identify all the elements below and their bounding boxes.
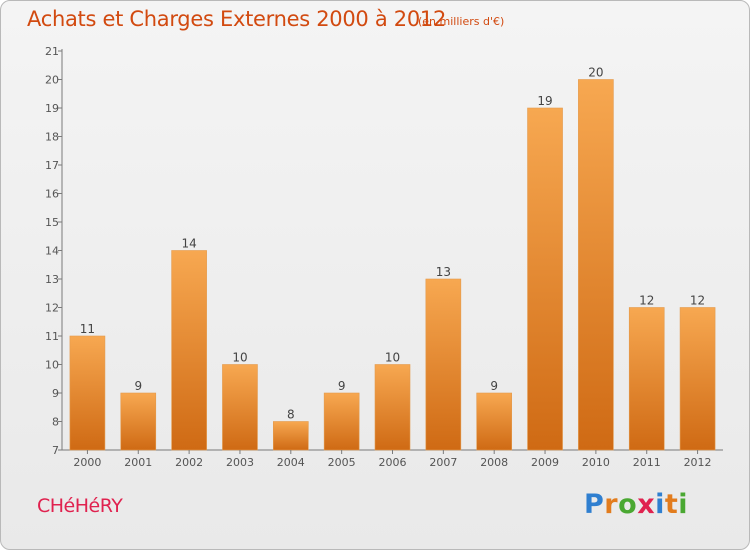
data-label: 10 bbox=[232, 351, 247, 365]
y-tick-label: 20 bbox=[45, 74, 59, 87]
data-label: 13 bbox=[436, 265, 451, 279]
x-tick-label: 2008 bbox=[480, 456, 508, 469]
y-tick-label: 7 bbox=[52, 444, 59, 457]
data-label: 12 bbox=[639, 294, 654, 308]
bar bbox=[578, 79, 614, 451]
chart-subtitle: (en milliers d'€) bbox=[418, 15, 505, 28]
bar bbox=[120, 392, 157, 451]
data-label: 20 bbox=[588, 66, 603, 80]
y-tick-label: 18 bbox=[45, 131, 59, 144]
bar bbox=[323, 392, 360, 451]
commune-name: CHéHéRY bbox=[37, 495, 123, 517]
data-label: 10 bbox=[385, 351, 400, 365]
y-tick-label: 9 bbox=[52, 387, 59, 400]
x-tick-label: 2005 bbox=[328, 456, 356, 469]
logo-letter: i bbox=[655, 489, 665, 520]
logo-letter: P bbox=[584, 489, 605, 520]
x-tick-label: 2007 bbox=[429, 456, 457, 469]
x-tick-label: 2000 bbox=[73, 456, 101, 469]
data-label: 12 bbox=[690, 294, 705, 308]
x-tick-label: 2009 bbox=[531, 456, 559, 469]
logo-letter: r bbox=[604, 489, 619, 520]
chart-title: Achats et Charges Externes 2000 à 2012 bbox=[27, 7, 447, 31]
data-label: 11 bbox=[80, 322, 95, 336]
bar bbox=[628, 307, 665, 451]
data-label: 8 bbox=[287, 408, 295, 422]
logo-letter: i bbox=[678, 489, 689, 520]
data-label: 14 bbox=[181, 237, 196, 251]
bar bbox=[527, 107, 563, 451]
y-tick-label: 21 bbox=[45, 45, 59, 58]
bar bbox=[425, 278, 462, 451]
logo-letter: x bbox=[637, 489, 656, 520]
proxiti-logo[interactable]: Proxiti bbox=[584, 489, 688, 520]
x-tick-label: 2010 bbox=[582, 456, 610, 469]
x-tick-label: 2004 bbox=[277, 456, 305, 469]
x-tick-label: 2012 bbox=[684, 456, 712, 469]
bar bbox=[222, 364, 258, 451]
bar bbox=[273, 421, 309, 451]
logo-letter: o bbox=[618, 489, 638, 520]
bar bbox=[476, 392, 512, 451]
bar bbox=[374, 364, 411, 451]
y-tick-label: 16 bbox=[45, 188, 59, 201]
y-tick-label: 14 bbox=[45, 245, 59, 258]
y-tick-label: 12 bbox=[45, 302, 59, 315]
y-tick-label: 10 bbox=[45, 359, 59, 372]
y-tick-label: 13 bbox=[45, 273, 59, 286]
logo-letter: t bbox=[664, 489, 679, 520]
data-label: 19 bbox=[537, 94, 552, 108]
y-tick-label: 19 bbox=[45, 102, 59, 115]
data-label: 9 bbox=[134, 379, 142, 393]
y-tick-label: 8 bbox=[52, 416, 59, 429]
x-tick-label: 2001 bbox=[124, 456, 152, 469]
x-tick-label: 2003 bbox=[226, 456, 254, 469]
y-tick-label: 17 bbox=[45, 159, 59, 172]
y-tick-label: 11 bbox=[45, 330, 59, 343]
x-tick-label: 2011 bbox=[633, 456, 661, 469]
bar bbox=[171, 250, 207, 451]
x-tick-label: 2002 bbox=[175, 456, 203, 469]
data-label: 9 bbox=[490, 379, 498, 393]
data-label: 9 bbox=[338, 379, 346, 393]
y-tick-label: 15 bbox=[45, 216, 59, 229]
bar bbox=[679, 307, 716, 451]
bar bbox=[69, 335, 106, 451]
x-tick-label: 2006 bbox=[379, 456, 407, 469]
